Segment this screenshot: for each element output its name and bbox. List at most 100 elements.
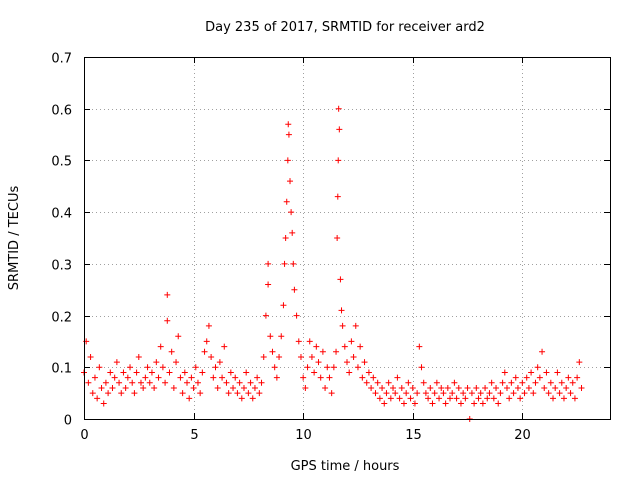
data-point: [350, 353, 357, 360]
data-point: [260, 353, 267, 360]
x-tick-label: 10: [295, 428, 312, 443]
data-point: [547, 379, 554, 386]
data-point: [370, 374, 377, 381]
data-point: [96, 364, 103, 371]
data-point: [157, 343, 164, 350]
data-point: [335, 105, 342, 112]
data-point: [477, 390, 484, 397]
data-point: [468, 390, 475, 397]
data-point: [214, 384, 221, 391]
data-point: [124, 374, 131, 381]
data-point: [411, 400, 418, 407]
data-point: [525, 384, 532, 391]
data-point: [240, 384, 247, 391]
data-point: [344, 359, 350, 366]
data-point: [135, 353, 142, 360]
data-point: [512, 374, 519, 381]
data-point: [475, 395, 482, 402]
data-point: [495, 400, 502, 407]
data-point: [326, 374, 333, 381]
data-point: [113, 359, 120, 366]
data-point: [243, 369, 250, 376]
data-point: [197, 390, 204, 397]
data-point: [451, 379, 458, 386]
y-tick-label: 0.3: [51, 259, 72, 274]
data-point: [232, 374, 239, 381]
data-point: [379, 384, 386, 391]
data-point: [374, 379, 381, 386]
data-point: [541, 384, 548, 391]
data-point: [282, 235, 289, 241]
data-point: [574, 374, 581, 381]
data-point: [284, 157, 291, 164]
data-point: [433, 379, 440, 386]
y-tick-label: 0: [64, 414, 72, 429]
data-point: [348, 338, 355, 345]
data-point: [427, 384, 434, 391]
data-point: [436, 395, 443, 402]
data-point: [578, 384, 585, 391]
data-point: [177, 374, 184, 381]
data-point: [265, 281, 272, 288]
data-point: [462, 395, 469, 402]
data-point: [392, 390, 399, 397]
data-point: [416, 343, 423, 350]
data-point: [140, 384, 147, 391]
grid-layer: [84, 57, 610, 419]
data-point: [536, 374, 543, 381]
data-point: [508, 379, 515, 386]
data-point: [164, 291, 171, 298]
data-point: [534, 364, 541, 371]
data-point: [341, 343, 348, 350]
data-point: [394, 374, 401, 381]
data-point: [267, 333, 274, 340]
data-point: [142, 374, 149, 381]
x-tick-label: 5: [190, 428, 198, 443]
data-point: [107, 369, 114, 376]
data-point: [118, 390, 125, 397]
data-point: [87, 353, 94, 360]
data-point: [194, 379, 201, 386]
data-point: [464, 384, 471, 391]
data-point: [398, 384, 405, 391]
x-axis-label: GPS time / hours: [291, 459, 400, 474]
data-point: [295, 338, 302, 345]
data-point: [390, 384, 397, 391]
data-point: [556, 390, 563, 397]
data-point: [116, 379, 123, 386]
data-point: [230, 384, 237, 391]
data-point: [98, 384, 105, 391]
data-point: [425, 395, 432, 402]
data-point: [405, 379, 412, 386]
data-point: [251, 384, 258, 391]
data-point: [302, 384, 309, 391]
data-point: [313, 343, 320, 350]
data-point: [363, 379, 370, 386]
data-point: [383, 390, 390, 397]
data-point: [576, 359, 583, 366]
data-point: [565, 374, 572, 381]
data-point: [567, 390, 574, 397]
data-point: [490, 395, 497, 402]
data-point: [372, 390, 379, 397]
data-point: [144, 364, 151, 371]
data-point: [216, 359, 223, 366]
data-point: [265, 260, 272, 267]
y-tick-label: 0.1: [51, 362, 72, 377]
data-point: [256, 390, 263, 397]
data-point: [288, 209, 295, 216]
data-point: [293, 312, 300, 319]
data-point: [354, 364, 361, 371]
y-tick-label: 0.6: [51, 104, 72, 119]
data-point: [361, 359, 368, 366]
chart-title: Day 235 of 2017, SRMTID for receiver ard…: [205, 20, 485, 35]
data-point: [563, 384, 570, 391]
data-point: [153, 359, 160, 366]
data-point: [346, 369, 353, 376]
data-point: [262, 312, 269, 319]
data-point: [181, 369, 188, 376]
data-point: [514, 384, 521, 391]
data-point: [519, 379, 526, 386]
data-point: [146, 379, 153, 386]
data-point: [558, 379, 565, 386]
